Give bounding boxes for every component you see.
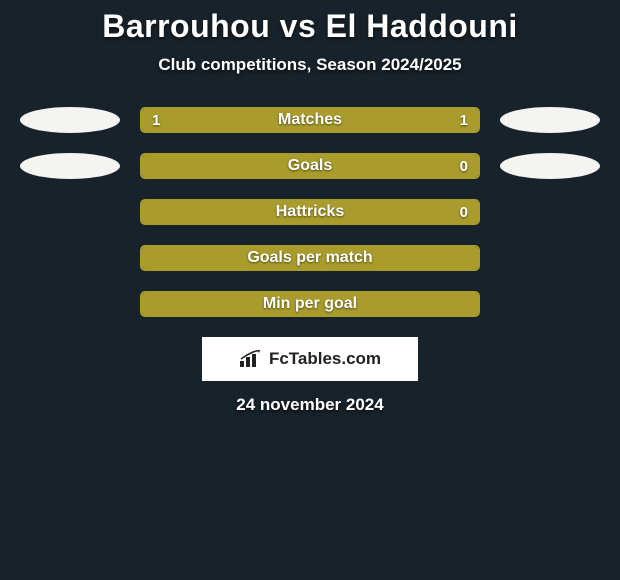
stat-bar: 11Matches [140, 107, 480, 133]
bar-right-fill [310, 109, 478, 131]
stat-value-left: 1 [152, 109, 160, 131]
stat-row: Min per goal [0, 291, 620, 317]
bar-left-fill [142, 109, 310, 131]
chart-icon [239, 350, 263, 368]
bar-left-fill [142, 201, 478, 223]
stat-bar: 0Goals [140, 153, 480, 179]
player-left-marker [20, 153, 120, 179]
stat-row: 0Hattricks [0, 199, 620, 225]
stat-bar: Goals per match [140, 245, 480, 271]
stat-value-right: 0 [460, 155, 468, 177]
page-subtitle: Club competitions, Season 2024/2025 [0, 55, 620, 75]
page-title: Barrouhou vs El Haddouni [0, 8, 620, 45]
bar-left-fill [142, 155, 478, 177]
player-left-marker [20, 107, 120, 133]
stat-bar: Min per goal [140, 291, 480, 317]
bar-left-fill [142, 247, 478, 269]
stat-bar: 0Hattricks [140, 199, 480, 225]
player-right-marker [500, 107, 600, 133]
comparison-widget: Barrouhou vs El Haddouni Club competitio… [0, 0, 620, 415]
brand-logo: FcTables.com [202, 337, 418, 381]
stat-value-right: 0 [460, 201, 468, 223]
stat-value-right: 1 [460, 109, 468, 131]
brand-text: FcTables.com [269, 349, 381, 369]
bar-left-fill [142, 293, 478, 315]
stat-row: 0Goals [0, 153, 620, 179]
date-label: 24 november 2024 [0, 395, 620, 415]
player-right-marker [500, 153, 600, 179]
stat-row: 11Matches [0, 107, 620, 133]
stat-rows: 11Matches0Goals0HattricksGoals per match… [0, 107, 620, 317]
stat-row: Goals per match [0, 245, 620, 271]
